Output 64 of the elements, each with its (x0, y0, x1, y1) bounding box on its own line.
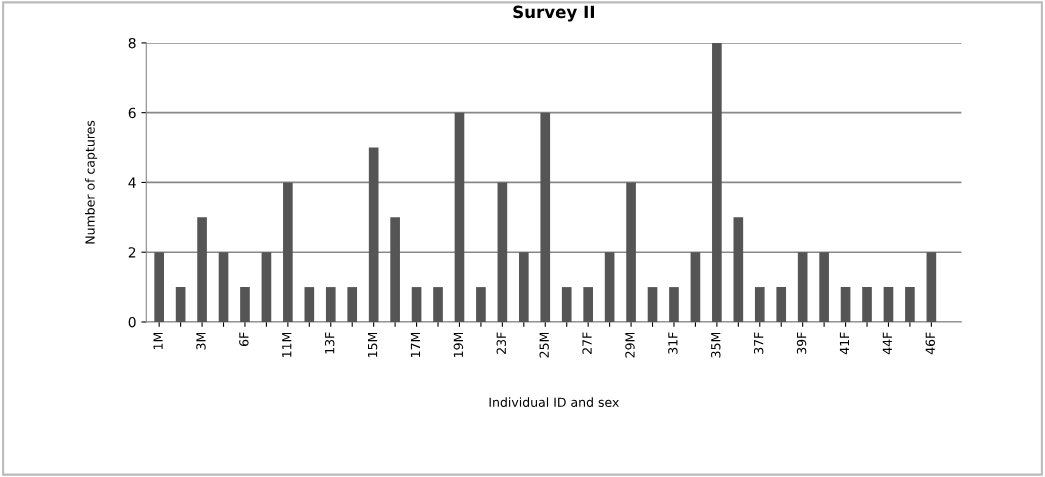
bar (797, 252, 808, 322)
x-tick-label: 39F (796, 332, 807, 354)
bar (604, 252, 615, 322)
y-tick-label: 2 (128, 247, 136, 258)
bar (497, 182, 508, 322)
bar (883, 287, 894, 322)
bar (540, 112, 551, 322)
bar (283, 182, 293, 322)
bar (926, 252, 937, 322)
y-tick-label: 8 (128, 37, 136, 49)
chart-title: Survey II (513, 5, 594, 22)
bar (776, 287, 787, 322)
bar (561, 287, 572, 322)
bar (304, 287, 315, 322)
bar (390, 217, 400, 322)
x-tick-label: 35M (711, 332, 721, 358)
bar (454, 112, 465, 322)
x-tick-label: 13F (324, 332, 335, 354)
bar (476, 287, 486, 322)
x-tick-label: 15M (368, 332, 378, 358)
bar (175, 287, 186, 322)
bar (218, 252, 229, 322)
bar (840, 287, 851, 322)
bar (325, 287, 336, 322)
x-tick-label: 1M (153, 332, 163, 350)
x-tick-label: 17M (410, 332, 421, 358)
x-tick-label: 44F (882, 332, 892, 355)
x-tick-label: 11M (282, 332, 292, 358)
bar (347, 287, 358, 322)
x-tick-label: 3M (196, 332, 206, 350)
bar (411, 287, 422, 322)
bar (518, 252, 529, 322)
x-tick-label: 19M (453, 332, 464, 358)
x-tick-label: 23F (496, 332, 506, 354)
bar (754, 287, 765, 322)
x-tick-label: 25M (539, 332, 549, 358)
bar (433, 287, 443, 322)
x-tick-label: 6F (239, 332, 249, 346)
bar (626, 182, 636, 322)
bar (690, 252, 701, 322)
x-axis-title: Individual ID and sex (489, 397, 619, 407)
y-tick-label: 0 (128, 316, 136, 328)
bar (905, 287, 915, 322)
bar (240, 287, 250, 322)
y-tick-label: 4 (128, 177, 136, 188)
x-tick-label: 46F (925, 332, 935, 355)
bar (819, 252, 829, 322)
bar (712, 42, 722, 322)
bar (154, 252, 164, 322)
bar (197, 217, 207, 322)
y-tick-label: 6 (128, 107, 136, 119)
bar (862, 287, 872, 322)
bar (647, 287, 658, 322)
y-axis-title: Number of captures (85, 120, 98, 244)
bar (733, 217, 744, 322)
bar (261, 252, 272, 322)
x-tick-label: 31F (668, 332, 678, 354)
x-tick-label: 37F (753, 332, 764, 354)
x-tick-label: 29M (625, 332, 635, 358)
bar (368, 147, 379, 322)
x-tick-label: 41F (839, 332, 850, 355)
bar (583, 287, 593, 322)
bar (669, 287, 679, 322)
x-tick-label: 27F (582, 332, 592, 354)
